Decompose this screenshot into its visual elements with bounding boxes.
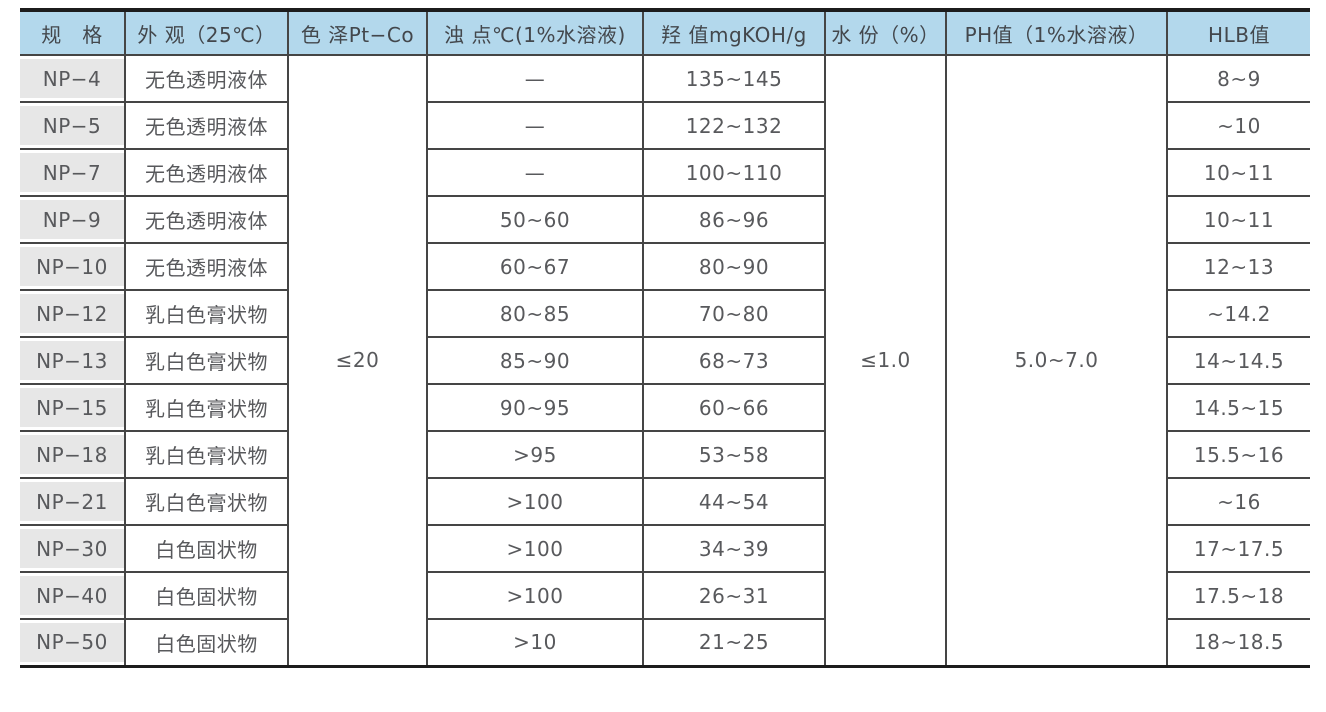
spec-cell: NP−4 <box>20 54 126 103</box>
col-header-color: 色 泽Pt−Co <box>287 10 428 56</box>
table-body: NP−4 无色透明液体 ≤20—135~145 ≤1.0 5.0~7.0 8~9 NP−5 无… <box>20 54 1310 667</box>
hydroxyl-cell: 21~25 <box>642 618 826 667</box>
hydroxyl-cell: 122~132 <box>642 101 826 150</box>
spec-cell: NP−40 <box>20 571 126 620</box>
appearance-cell: 无色透明液体 <box>124 148 289 197</box>
col-header-cloud-point: 浊 点℃(1%水溶液) <box>426 10 644 56</box>
appearance-cell: 无色透明液体 <box>124 242 289 291</box>
cloud-point-cell: >95 <box>426 430 644 479</box>
hlb-cell: 14.5~15 <box>1166 383 1310 432</box>
table-row: NP−12 乳白色膏状物 80~85 70~80 ~14.2 <box>20 289 1310 338</box>
hydroxyl-cell: 34~39 <box>642 524 826 573</box>
appearance-cell: 乳白色膏状物 <box>124 383 289 432</box>
appearance-cell: 无色透明液体 <box>124 195 289 244</box>
spec-cell: NP−9 <box>20 195 126 244</box>
hlb-cell: 15.5~16 <box>1166 430 1310 479</box>
hydroxyl-cell: 70~80 <box>642 289 826 338</box>
col-header-hydroxyl: 羟 值mgKOH/g <box>642 10 826 56</box>
table-row: NP−10 无色透明液体 60~67 80~90 12~13 <box>20 242 1310 291</box>
table-row: NP−9 无色透明液体 50~60 86~96 10~11 <box>20 195 1310 244</box>
hlb-cell: ~16 <box>1166 477 1310 526</box>
cloud-point-cell: — <box>426 54 644 103</box>
table-row: NP−13 乳白色膏状物 85~90 68~73 14~14.5 <box>20 336 1310 385</box>
appearance-cell: 白色固状物 <box>124 524 289 573</box>
cloud-point-cell: — <box>426 101 644 150</box>
hydroxyl-cell: 86~96 <box>642 195 826 244</box>
spec-cell: NP−5 <box>20 101 126 150</box>
hydroxyl-cell: 68~73 <box>642 336 826 385</box>
header-row: 规 格 外 观（25℃） 色 泽Pt−Co 浊 点℃(1%水溶液) 羟 值mgK… <box>20 10 1310 56</box>
table-row: NP−40 白色固状物 >100 26~31 17.5~18 <box>20 571 1310 620</box>
ph-value-cell: 5.0~7.0 <box>945 54 1168 667</box>
cloud-point-cell: 90~95 <box>426 383 644 432</box>
spec-cell: NP−21 <box>20 477 126 526</box>
spec-cell: NP−13 <box>20 336 126 385</box>
spec-cell: NP−12 <box>20 289 126 338</box>
table-row: NP−4 无色透明液体 ≤20—135~145 ≤1.0 5.0~7.0 8~9 <box>20 54 1310 667</box>
cloud-point-cell: 60~67 <box>426 242 644 291</box>
col-header-water: 水 份（%） <box>824 10 947 56</box>
cloud-point-cell: 85~90 <box>426 336 644 385</box>
cloud-point-cell: >10 <box>426 618 644 667</box>
table-header: 规 格 外 观（25℃） 色 泽Pt−Co 浊 点℃(1%水溶液) 羟 值mgK… <box>20 10 1310 56</box>
hlb-cell: 14~14.5 <box>1166 336 1310 385</box>
product-spec-table: 规 格 外 观（25℃） 色 泽Pt−Co 浊 点℃(1%水溶液) 羟 值mgK… <box>20 8 1310 668</box>
hlb-cell: 8~9 <box>1166 54 1310 103</box>
appearance-cell: 白色固状物 <box>124 571 289 620</box>
hydroxyl-cell: 100~110 <box>642 148 826 197</box>
cloud-point-cell: 50~60 <box>426 195 644 244</box>
hydroxyl-cell: 60~66 <box>642 383 826 432</box>
table-row: NP−50 白色固状物 >10 21~25 18~18.5 <box>20 618 1310 667</box>
hydroxyl-cell: 44~54 <box>642 477 826 526</box>
spec-cell: NP−30 <box>20 524 126 573</box>
hlb-cell: 17.5~18 <box>1166 571 1310 620</box>
col-header-spec: 规 格 <box>20 10 126 56</box>
table-row: NP−30 白色固状物 >100 34~39 17~17.5 <box>20 524 1310 573</box>
spec-cell: NP−50 <box>20 618 126 667</box>
col-header-ph: PH值（1%水溶液） <box>945 10 1168 56</box>
hlb-cell: 10~11 <box>1166 195 1310 244</box>
col-header-hlb: HLB值 <box>1166 10 1310 56</box>
hydroxyl-cell: 135~145 <box>642 54 826 103</box>
cloud-point-cell: >100 <box>426 571 644 620</box>
appearance-cell: 乳白色膏状物 <box>124 430 289 479</box>
hlb-cell: ~10 <box>1166 101 1310 150</box>
cloud-point-cell: >100 <box>426 524 644 573</box>
hydroxyl-cell: 53~58 <box>642 430 826 479</box>
color-value-cell: ≤20 <box>287 54 428 667</box>
table-row: NP−18 乳白色膏状物 >95 53~58 15.5~16 <box>20 430 1310 479</box>
appearance-cell: 乳白色膏状物 <box>124 336 289 385</box>
cloud-point-cell: 80~85 <box>426 289 644 338</box>
cloud-point-cell: — <box>426 148 644 197</box>
hlb-cell: 12~13 <box>1166 242 1310 291</box>
appearance-cell: 乳白色膏状物 <box>124 289 289 338</box>
col-header-appearance: 外 观（25℃） <box>124 10 289 56</box>
appearance-cell: 乳白色膏状物 <box>124 477 289 526</box>
spec-cell: NP−10 <box>20 242 126 291</box>
hlb-cell: 18~18.5 <box>1166 618 1310 667</box>
hlb-cell: ~14.2 <box>1166 289 1310 338</box>
water-value-cell: ≤1.0 <box>824 54 947 667</box>
table-row: NP−15 乳白色膏状物 90~95 60~66 14.5~15 <box>20 383 1310 432</box>
appearance-cell: 白色固状物 <box>124 618 289 667</box>
spec-cell: NP−7 <box>20 148 126 197</box>
table-row: NP−5 无色透明液体 —122~132 ~10 <box>20 101 1310 150</box>
hlb-cell: 17~17.5 <box>1166 524 1310 573</box>
table-row: NP−21 乳白色膏状物 >100 44~54 ~16 <box>20 477 1310 526</box>
spec-cell: NP−18 <box>20 430 126 479</box>
spec-cell: NP−15 <box>20 383 126 432</box>
hydroxyl-cell: 80~90 <box>642 242 826 291</box>
appearance-cell: 无色透明液体 <box>124 101 289 150</box>
hydroxyl-cell: 26~31 <box>642 571 826 620</box>
cloud-point-cell: >100 <box>426 477 644 526</box>
hlb-cell: 10~11 <box>1166 148 1310 197</box>
table-row: NP−7 无色透明液体 —100~110 10~11 <box>20 148 1310 197</box>
appearance-cell: 无色透明液体 <box>124 54 289 103</box>
